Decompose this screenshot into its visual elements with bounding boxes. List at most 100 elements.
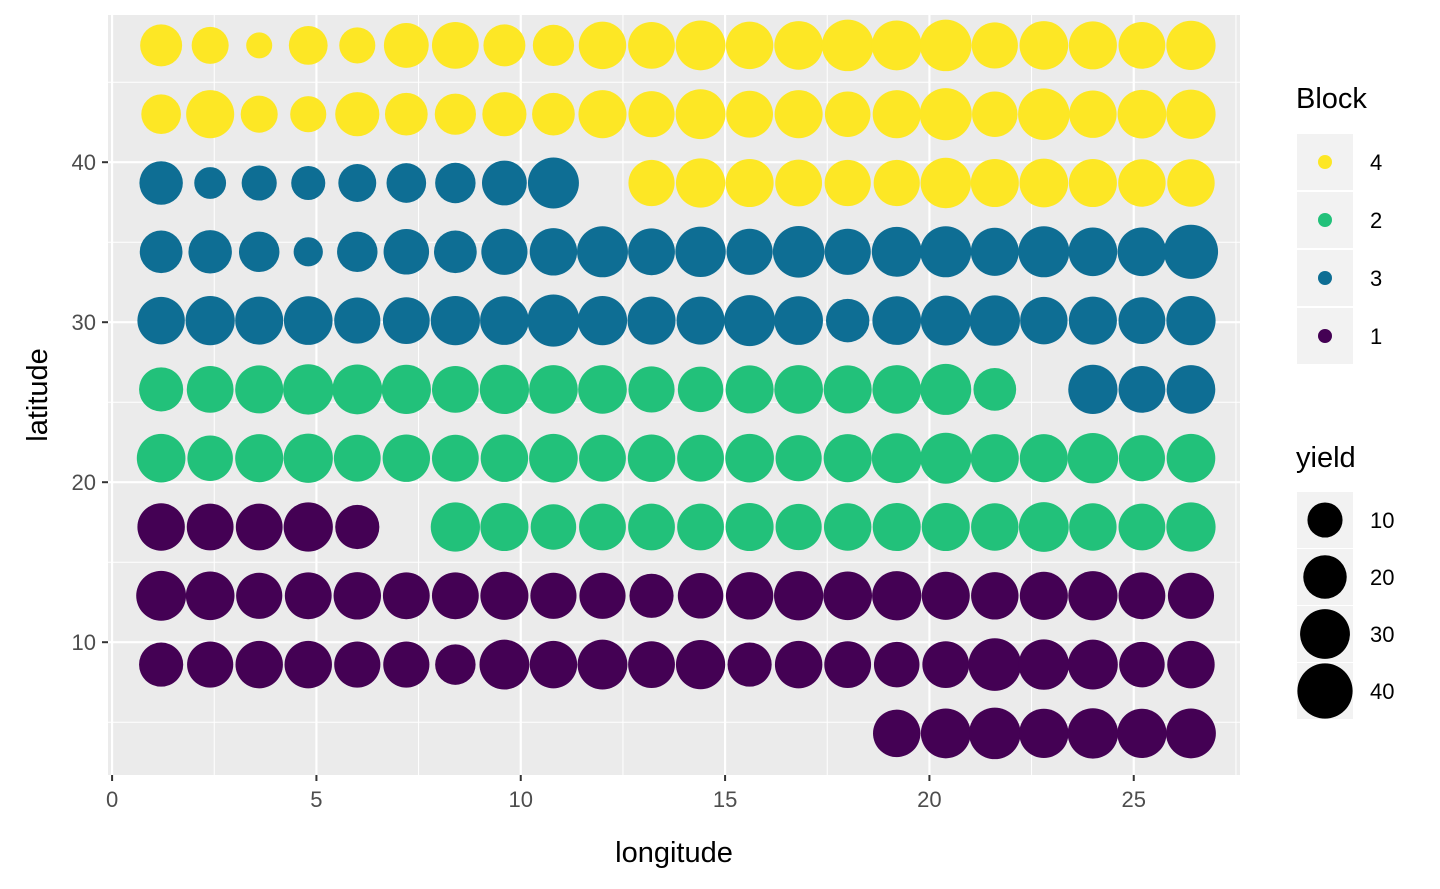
data-point: [137, 503, 185, 551]
data-point: [579, 434, 626, 482]
data-point: [1019, 708, 1069, 759]
data-point: [871, 226, 922, 277]
data-point: [1118, 22, 1166, 69]
data-point: [431, 22, 479, 69]
data-point: [382, 297, 430, 344]
data-point: [431, 366, 479, 413]
data-point: [334, 297, 381, 344]
data-point: [872, 296, 922, 345]
data-point: [1118, 159, 1166, 207]
data-point: [241, 165, 277, 201]
data-point: [290, 96, 327, 133]
data-point: [333, 572, 382, 620]
data-point: [774, 365, 823, 414]
data-point: [188, 230, 232, 274]
x-tick-label: 20: [917, 787, 941, 812]
data-point: [1167, 572, 1215, 619]
data-point: [821, 19, 874, 72]
block-legend-title: Block: [1296, 83, 1367, 115]
legend-size-swatch: [1300, 609, 1350, 659]
data-point: [677, 503, 724, 551]
legend-swatch: [1318, 155, 1332, 169]
data-point: [872, 90, 921, 139]
data-point: [628, 228, 675, 276]
data-point: [968, 638, 1022, 691]
data-point: [1163, 224, 1219, 279]
data-point: [431, 572, 479, 620]
data-point: [434, 93, 476, 135]
data-point: [1167, 159, 1215, 207]
data-point: [532, 92, 575, 136]
data-point: [187, 435, 233, 481]
data-point: [823, 434, 872, 483]
legend-label: 4: [1370, 150, 1382, 175]
data-point: [578, 365, 627, 414]
data-point: [774, 571, 824, 621]
data-point: [676, 296, 725, 345]
data-point: [141, 94, 181, 135]
data-point: [430, 295, 480, 346]
data-point: [579, 572, 626, 619]
data-point: [1018, 502, 1069, 552]
data-point: [627, 434, 676, 482]
data-point: [186, 366, 234, 413]
data-point: [921, 502, 970, 552]
data-point: [578, 90, 627, 139]
data-point: [140, 24, 183, 67]
data-point: [579, 503, 626, 551]
data-point: [726, 90, 774, 138]
block-legend: Block 4 2 3 1: [1296, 83, 1382, 364]
data-point: [191, 26, 229, 64]
data-point: [333, 434, 381, 482]
data-point: [480, 571, 529, 620]
data-point: [628, 641, 675, 688]
data-point: [628, 22, 675, 69]
data-point: [972, 91, 1018, 137]
data-point: [823, 503, 872, 551]
data-point: [235, 434, 284, 483]
data-point: [675, 226, 726, 278]
data-point: [235, 365, 284, 414]
data-point: [529, 433, 578, 483]
data-point: [725, 158, 774, 208]
data-point: [1068, 21, 1117, 70]
data-point: [240, 95, 278, 133]
data-point: [920, 708, 971, 759]
data-point: [238, 231, 280, 273]
data-point: [873, 709, 921, 758]
data-point: [627, 296, 676, 345]
data-point: [1068, 364, 1118, 415]
data-point: [1117, 227, 1167, 277]
data-point: [922, 641, 970, 688]
y-tick-label: 30: [72, 310, 96, 335]
data-point: [434, 230, 477, 274]
data-point: [236, 572, 283, 619]
data-point: [1118, 366, 1166, 413]
x-tick-label: 25: [1122, 787, 1146, 812]
data-point: [1019, 21, 1069, 70]
y-tick-label: 40: [72, 150, 96, 175]
yield-legend: yield 10 20 30 40: [1296, 442, 1394, 719]
data-point: [725, 433, 774, 483]
data-point: [381, 364, 431, 415]
legend-label: 40: [1370, 679, 1394, 704]
data-point: [675, 89, 726, 140]
data-point: [283, 296, 333, 345]
data-point: [823, 571, 873, 621]
data-point: [479, 639, 530, 690]
data-point: [332, 364, 383, 415]
data-point: [1018, 639, 1070, 690]
data-point: [872, 365, 922, 414]
legend-label: 2: [1370, 208, 1382, 233]
data-point: [139, 367, 184, 412]
data-point: [919, 19, 972, 72]
data-point: [973, 368, 1017, 411]
data-point: [1118, 435, 1165, 482]
data-point: [291, 165, 326, 201]
data-point: [1067, 639, 1118, 690]
legend-size-swatch: [1303, 555, 1347, 599]
data-point: [775, 503, 822, 551]
data-point: [139, 230, 183, 274]
data-point: [725, 365, 774, 414]
data-point: [1068, 227, 1118, 277]
